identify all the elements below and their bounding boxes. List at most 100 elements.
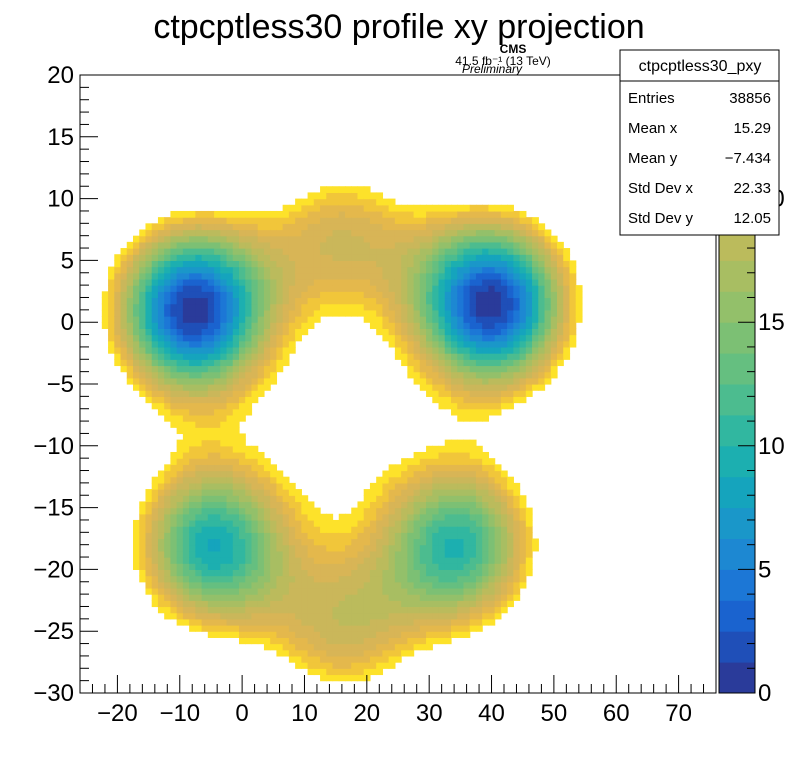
heatmap-cell bbox=[133, 272, 140, 280]
heatmap-cell bbox=[220, 612, 228, 620]
heatmap-cell bbox=[245, 278, 253, 286]
heatmap-cell bbox=[263, 328, 271, 336]
heatmap-cell bbox=[214, 631, 221, 638]
heatmap-cell bbox=[376, 210, 384, 218]
heatmap-cell bbox=[538, 316, 546, 323]
heatmap-cell bbox=[189, 612, 196, 620]
heatmap-cell bbox=[207, 303, 215, 311]
heatmap-cell bbox=[451, 223, 458, 231]
heatmap-cell bbox=[301, 631, 309, 638]
heatmap-cell bbox=[151, 402, 159, 410]
heatmap-cell bbox=[288, 340, 296, 348]
heatmap-cell bbox=[444, 223, 452, 231]
heatmap-cell bbox=[257, 303, 265, 311]
heatmap-cell bbox=[463, 544, 471, 552]
heatmap-cell bbox=[320, 594, 327, 601]
heatmap-cell bbox=[151, 519, 159, 527]
heatmap-cell bbox=[313, 569, 321, 577]
heatmap-cell bbox=[220, 427, 228, 435]
heatmap-cell bbox=[451, 507, 458, 515]
heatmap-cell bbox=[388, 550, 396, 558]
heatmap-cell bbox=[295, 637, 302, 645]
heatmap-cell bbox=[239, 377, 246, 385]
heatmap-cell bbox=[376, 217, 384, 224]
heatmap-cell bbox=[519, 513, 527, 521]
color-scale-band bbox=[719, 600, 755, 632]
heatmap-cell bbox=[232, 532, 240, 540]
heatmap-cell bbox=[145, 248, 153, 255]
heatmap-cell bbox=[270, 291, 278, 299]
heatmap-cell bbox=[120, 365, 128, 373]
heatmap-cell bbox=[164, 402, 172, 410]
heatmap-cell bbox=[164, 519, 172, 527]
heatmap-cell bbox=[214, 334, 221, 342]
heatmap-cell bbox=[157, 600, 165, 608]
heatmap-cell bbox=[189, 229, 196, 237]
heatmap-cell bbox=[469, 519, 477, 527]
heatmap-cell bbox=[544, 285, 552, 292]
heatmap-cell bbox=[307, 266, 315, 274]
heatmap-cell bbox=[463, 606, 471, 614]
heatmap-cell bbox=[189, 563, 196, 570]
heatmap-cell bbox=[432, 538, 440, 546]
heatmap-cell bbox=[320, 526, 327, 533]
heatmap-cell bbox=[207, 340, 215, 348]
heatmap-cell bbox=[345, 526, 352, 533]
heatmap-cell bbox=[288, 649, 296, 657]
heatmap-cell bbox=[170, 414, 178, 422]
heatmap-cell bbox=[182, 217, 190, 224]
heatmap-cell bbox=[239, 390, 246, 397]
heatmap-cell bbox=[164, 544, 172, 552]
heatmap-cell bbox=[239, 581, 246, 589]
heatmap-cell bbox=[394, 260, 402, 268]
heatmap-cell bbox=[469, 235, 477, 243]
heatmap-cell bbox=[382, 241, 390, 249]
heatmap-cell bbox=[257, 309, 265, 317]
heatmap-cell bbox=[376, 643, 384, 651]
heatmap-cell bbox=[432, 489, 440, 496]
heatmap-cell bbox=[226, 612, 234, 620]
heatmap-cell bbox=[139, 346, 147, 354]
heatmap-cell bbox=[220, 210, 228, 218]
heatmap-cell bbox=[326, 192, 334, 200]
heatmap-cell bbox=[407, 482, 415, 490]
heatmap-cell bbox=[226, 260, 234, 268]
heatmap-cell bbox=[382, 297, 390, 305]
heatmap-cell bbox=[245, 322, 253, 329]
heatmap-cell bbox=[351, 198, 359, 206]
heatmap-cell bbox=[182, 402, 190, 410]
heatmap-cell bbox=[226, 316, 234, 323]
heatmap-cell bbox=[332, 569, 340, 577]
heatmap-cell bbox=[338, 297, 346, 305]
heatmap-cell bbox=[332, 278, 340, 286]
heatmap-cell bbox=[332, 606, 340, 614]
heatmap-cell bbox=[282, 248, 290, 255]
heatmap-cell bbox=[494, 377, 502, 385]
heatmap-cell bbox=[463, 445, 471, 453]
heatmap-cell bbox=[232, 285, 240, 292]
heatmap-cell bbox=[357, 532, 365, 540]
heatmap-cell bbox=[463, 557, 471, 564]
heatmap-cell bbox=[519, 384, 527, 391]
heatmap-cell bbox=[307, 316, 315, 323]
heatmap-cell bbox=[257, 569, 265, 577]
heatmap-cell bbox=[164, 489, 172, 496]
heatmap-cell bbox=[170, 334, 178, 342]
heatmap-cell bbox=[426, 346, 433, 354]
heatmap-cell bbox=[114, 353, 122, 360]
heatmap-cell bbox=[532, 291, 539, 299]
heatmap-cell bbox=[239, 470, 246, 478]
heatmap-cell bbox=[257, 637, 265, 645]
heatmap-cell bbox=[295, 655, 302, 663]
heatmap-cell bbox=[263, 223, 271, 231]
heatmap-cell bbox=[345, 229, 352, 237]
heatmap-cell bbox=[201, 217, 209, 224]
heatmap-cell bbox=[557, 322, 564, 329]
heatmap-cell bbox=[438, 600, 446, 608]
heatmap-cell bbox=[151, 544, 159, 552]
heatmap-cell bbox=[413, 575, 421, 583]
heatmap-cell bbox=[438, 575, 446, 583]
heatmap-cell bbox=[332, 557, 340, 564]
heatmap-cell bbox=[257, 217, 265, 224]
heatmap-cell bbox=[382, 470, 390, 478]
